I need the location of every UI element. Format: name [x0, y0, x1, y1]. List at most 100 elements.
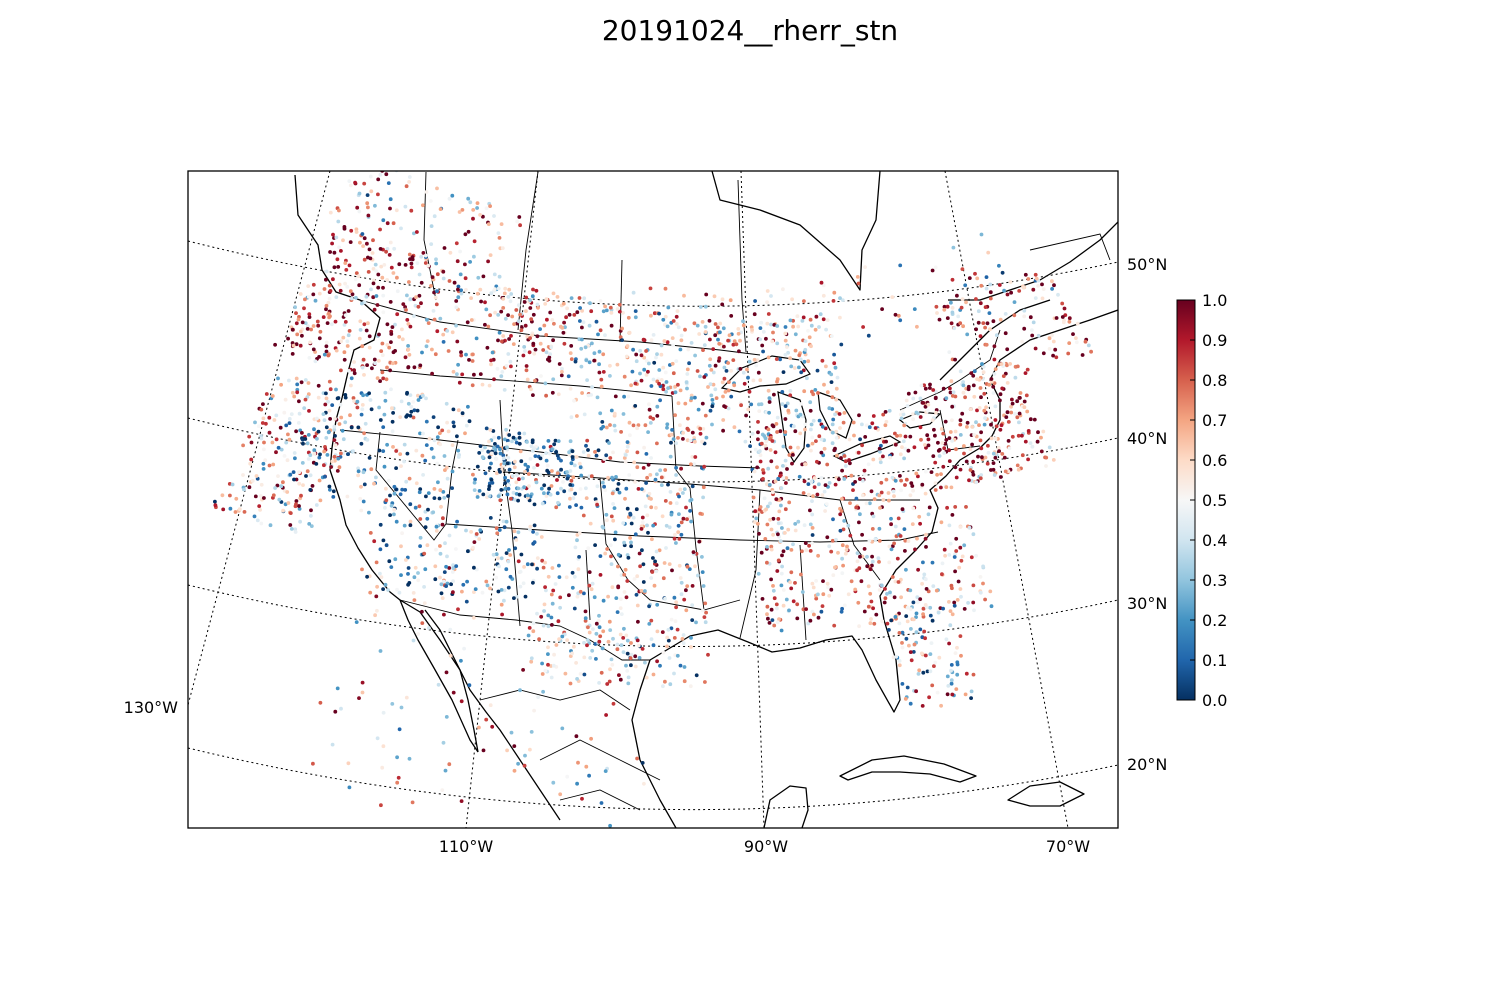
station-point	[492, 272, 497, 277]
station-point	[423, 525, 428, 530]
station-point	[981, 581, 985, 586]
station-point	[921, 401, 926, 405]
station-point	[979, 232, 984, 237]
station-point	[918, 597, 923, 601]
station-point	[675, 653, 680, 658]
station-point	[991, 319, 996, 324]
station-point	[885, 621, 890, 626]
station-point	[303, 437, 308, 441]
station-point	[754, 363, 759, 368]
station-point	[853, 587, 858, 592]
station-point	[490, 724, 495, 729]
station-point	[698, 431, 703, 436]
station-point	[355, 205, 360, 210]
station-point	[848, 533, 853, 538]
station-point	[953, 552, 957, 556]
station-point	[692, 462, 697, 466]
station-point	[361, 393, 365, 398]
station-point	[361, 244, 365, 249]
station-point	[378, 379, 382, 383]
station-point	[403, 263, 408, 267]
station-point	[551, 780, 556, 785]
station-point	[625, 506, 630, 511]
station-point	[978, 590, 983, 595]
station-point	[941, 606, 945, 611]
station-point	[1017, 289, 1022, 293]
station-point	[392, 246, 397, 251]
station-point	[982, 391, 987, 396]
station-point	[359, 508, 364, 513]
station-point	[368, 174, 373, 179]
station-point	[774, 357, 779, 361]
station-point	[422, 601, 427, 605]
station-point	[542, 483, 547, 488]
station-point	[915, 536, 919, 541]
station-point	[629, 521, 634, 526]
station-point	[701, 495, 705, 500]
station-point	[899, 595, 903, 600]
station-point	[333, 434, 337, 438]
station-point	[535, 531, 539, 536]
station-point	[596, 448, 601, 453]
station-point	[650, 570, 655, 574]
station-point	[347, 785, 352, 790]
station-point	[430, 371, 434, 376]
station-point	[893, 478, 898, 483]
station-point	[324, 344, 329, 349]
station-point	[333, 443, 338, 447]
station-point	[441, 740, 446, 745]
station-point	[524, 309, 528, 313]
station-point	[1003, 312, 1008, 316]
station-point	[820, 604, 825, 608]
station-point	[608, 823, 612, 828]
station-point	[722, 365, 727, 370]
station-point	[840, 468, 844, 473]
station-point	[814, 314, 819, 319]
station-point	[299, 493, 303, 498]
station-point	[988, 282, 993, 287]
station-point	[569, 415, 574, 420]
station-point	[674, 541, 678, 545]
station-point	[781, 444, 786, 449]
station-point	[365, 201, 370, 206]
station-point	[531, 629, 536, 634]
station-point	[381, 310, 386, 315]
station-point	[788, 393, 793, 398]
station-point	[685, 386, 689, 391]
station-point	[446, 494, 450, 498]
station-point	[395, 755, 399, 760]
station-point	[969, 371, 974, 375]
station-point	[442, 495, 447, 500]
station-point	[380, 353, 385, 358]
station-point	[545, 463, 550, 468]
station-point	[459, 658, 463, 663]
station-point	[365, 193, 370, 198]
station-point	[451, 579, 455, 584]
station-point	[490, 350, 495, 355]
station-point	[343, 395, 348, 400]
station-point	[968, 407, 973, 412]
station-point	[775, 430, 779, 434]
station-point	[456, 287, 460, 292]
station-point	[294, 502, 298, 507]
station-point	[641, 580, 646, 584]
station-point	[810, 499, 814, 503]
station-point	[478, 372, 483, 376]
station-point	[583, 619, 588, 623]
station-point	[889, 516, 893, 521]
station-point	[976, 454, 980, 459]
station-point	[505, 748, 509, 753]
station-point	[639, 378, 644, 383]
station-point	[314, 503, 319, 507]
station-point	[741, 319, 745, 324]
station-point	[833, 412, 837, 417]
station-point	[659, 378, 664, 382]
station-point	[540, 501, 545, 506]
station-point	[432, 438, 437, 443]
station-point	[594, 631, 599, 636]
station-point	[627, 473, 632, 477]
station-point	[412, 231, 416, 236]
station-point	[767, 400, 772, 404]
station-point	[622, 374, 627, 379]
station-point	[475, 291, 480, 296]
